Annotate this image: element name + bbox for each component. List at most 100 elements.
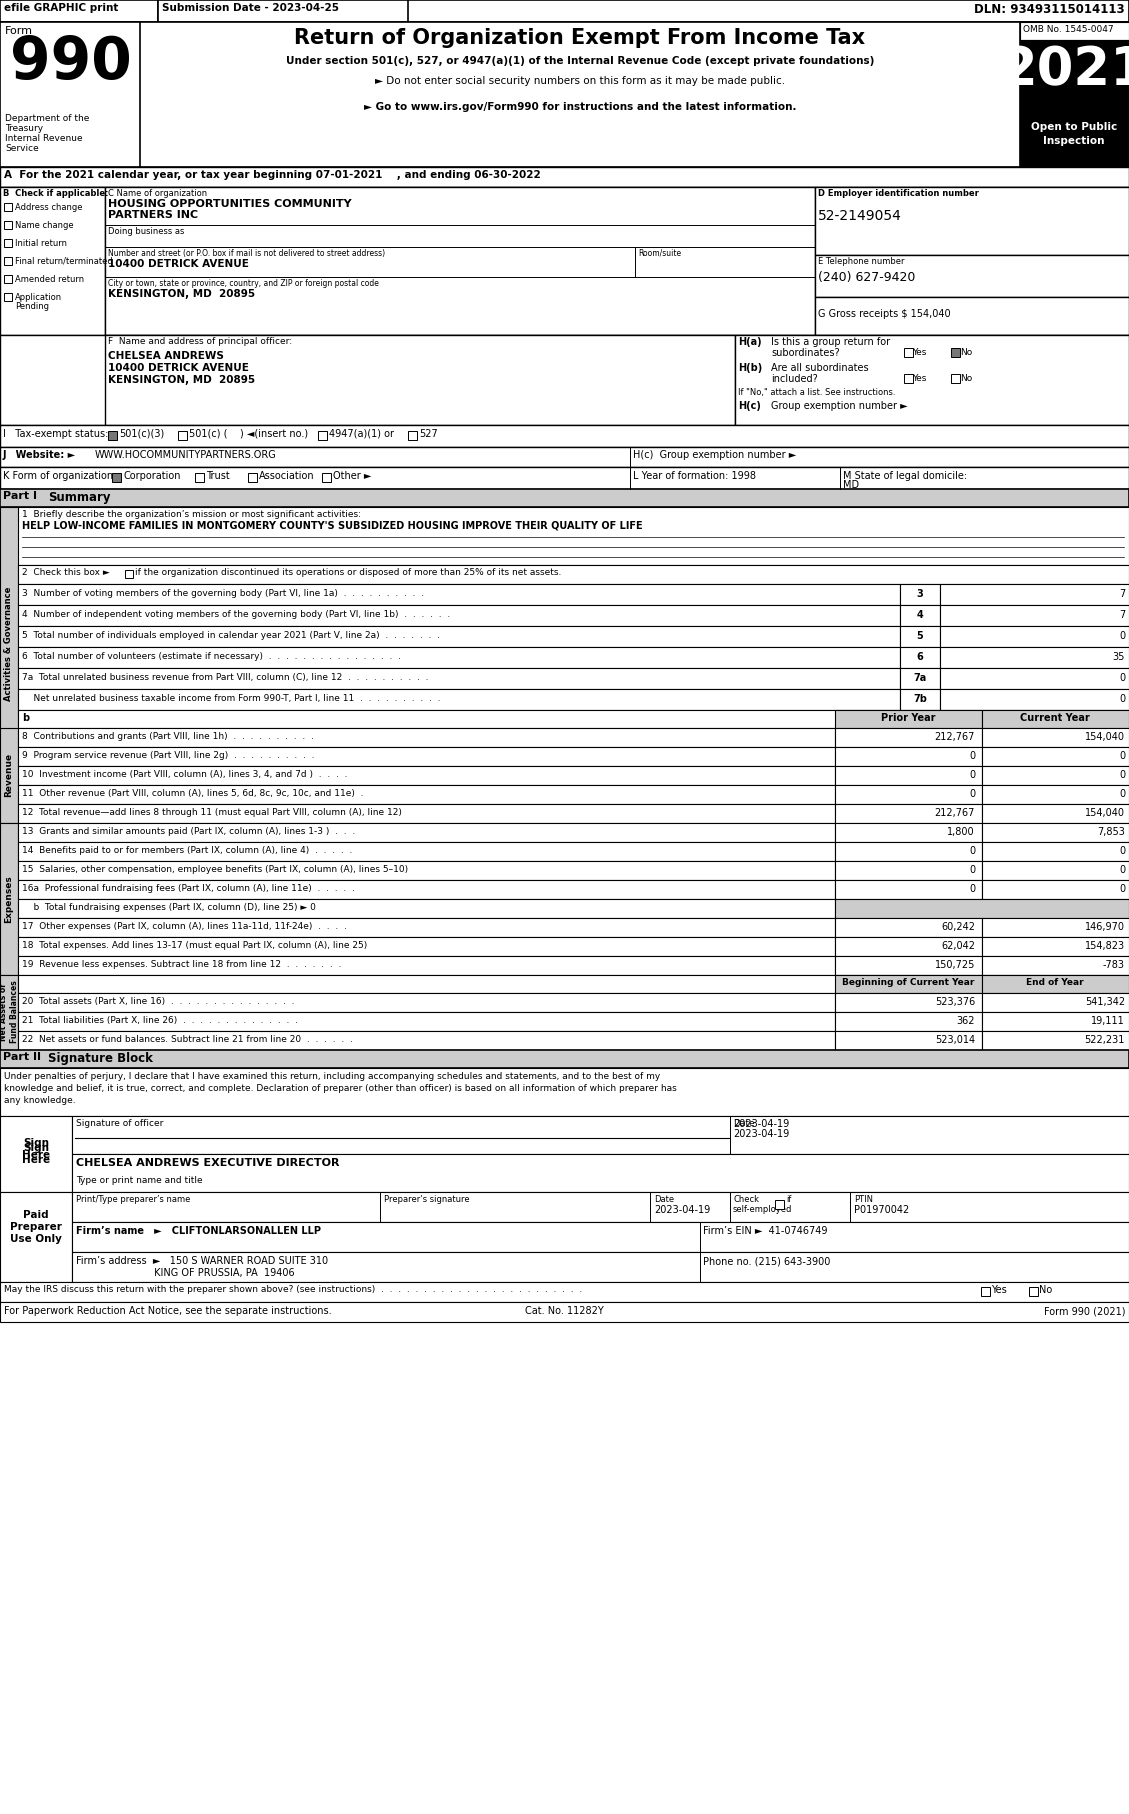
Bar xyxy=(18,668,900,689)
Text: Room/suite: Room/suite xyxy=(638,249,681,258)
Text: Date: Date xyxy=(654,1195,674,1204)
Bar xyxy=(18,747,835,766)
Text: CHELSEA ANDREWS EXECUTIVE DIRECTOR: CHELSEA ANDREWS EXECUTIVE DIRECTOR xyxy=(76,1157,340,1168)
Text: 2023-04-19: 2023-04-19 xyxy=(733,1119,789,1128)
Text: L Year of formation: 1998: L Year of formation: 1998 xyxy=(633,472,756,481)
Bar xyxy=(982,1012,1129,1030)
Text: H(b): H(b) xyxy=(738,363,762,374)
Bar xyxy=(0,974,18,1050)
Text: PTIN: PTIN xyxy=(854,1195,873,1204)
Text: 7,853: 7,853 xyxy=(1097,827,1124,836)
Text: ► Do not enter social security numbers on this form as it may be made public.: ► Do not enter social security numbers o… xyxy=(375,76,785,85)
Bar xyxy=(18,709,1129,727)
Text: OMB No. 1545-0047: OMB No. 1545-0047 xyxy=(1023,25,1113,34)
Text: 14  Benefits paid to or for members (Part IX, column (A), line 4)  .  .  .  .  .: 14 Benefits paid to or for members (Part… xyxy=(21,845,352,854)
Bar xyxy=(835,842,982,862)
Text: 0: 0 xyxy=(1119,789,1124,798)
Text: Summary: Summary xyxy=(49,492,111,504)
Bar xyxy=(904,348,913,357)
Text: efile GRAPHIC print: efile GRAPHIC print xyxy=(5,4,119,13)
Bar xyxy=(774,1201,784,1208)
Text: If "No," attach a list. See instructions.: If "No," attach a list. See instructions… xyxy=(738,388,895,397)
Bar xyxy=(835,747,982,766)
Bar xyxy=(0,22,1129,167)
Text: 20  Total assets (Part X, line 16)  .  .  .  .  .  .  .  .  .  .  .  .  .  .  .: 20 Total assets (Part X, line 16) . . . … xyxy=(21,998,295,1007)
Bar xyxy=(835,1030,982,1050)
Text: No: No xyxy=(960,348,972,357)
Bar xyxy=(900,689,940,709)
Text: if the organization discontinued its operations or disposed of more than 25% of : if the organization discontinued its ope… xyxy=(135,568,561,577)
Bar xyxy=(982,974,1129,992)
Text: 8  Contributions and grants (Part VIII, line 1h)  .  .  .  .  .  .  .  .  .  .: 8 Contributions and grants (Part VIII, l… xyxy=(21,733,314,740)
Bar xyxy=(900,668,940,689)
Text: Other ►: Other ► xyxy=(333,472,371,481)
Text: CHELSEA ANDREWS: CHELSEA ANDREWS xyxy=(108,350,224,361)
Bar xyxy=(18,689,900,709)
Text: b: b xyxy=(21,713,29,724)
Bar xyxy=(0,1192,72,1282)
Text: Treasury: Treasury xyxy=(5,123,43,132)
Text: Beginning of Current Year: Beginning of Current Year xyxy=(842,978,974,987)
Text: -783: -783 xyxy=(1103,960,1124,970)
Text: HELP LOW-INCOME FAMILIES IN MONTGOMERY COUNTY'S SUBSIDIZED HOUSING IMPROVE THEIR: HELP LOW-INCOME FAMILIES IN MONTGOMERY C… xyxy=(21,521,642,532)
Bar xyxy=(835,1012,982,1030)
Text: self-employed: self-employed xyxy=(733,1204,793,1214)
Bar xyxy=(1019,22,1129,167)
Text: Yes: Yes xyxy=(912,374,927,383)
Text: 154,823: 154,823 xyxy=(1085,941,1124,951)
Text: 527: 527 xyxy=(419,428,438,439)
Text: HOUSING OPPORTUNITIES COMMUNITY: HOUSING OPPORTUNITIES COMMUNITY xyxy=(108,200,351,209)
Bar xyxy=(835,709,982,727)
Text: 0: 0 xyxy=(1119,845,1124,856)
Text: 0: 0 xyxy=(1119,673,1124,684)
Text: Preparer: Preparer xyxy=(10,1223,62,1232)
Text: 0: 0 xyxy=(969,769,975,780)
Text: 990: 990 xyxy=(10,34,132,91)
Text: Type or print name and title: Type or print name and title xyxy=(76,1175,202,1185)
Bar xyxy=(904,374,913,383)
Bar xyxy=(0,1302,1129,1322)
Text: KING OF PRUSSIA, PA  19406: KING OF PRUSSIA, PA 19406 xyxy=(76,1268,295,1279)
Text: 3  Number of voting members of the governing body (Part VI, line 1a)  .  .  .  .: 3 Number of voting members of the govern… xyxy=(21,590,425,599)
Bar xyxy=(940,648,1129,668)
Text: Form: Form xyxy=(5,25,33,36)
Bar xyxy=(940,584,1129,606)
Bar xyxy=(982,747,1129,766)
Bar xyxy=(835,992,982,1012)
Text: Final return/terminated: Final return/terminated xyxy=(15,258,113,267)
Text: Application: Application xyxy=(15,294,62,301)
Bar xyxy=(18,900,835,918)
Bar xyxy=(5,203,12,210)
Bar xyxy=(735,336,1129,424)
Bar xyxy=(18,626,900,648)
Text: Paid: Paid xyxy=(24,1210,49,1221)
Text: G Gross receipts $ 154,040: G Gross receipts $ 154,040 xyxy=(819,308,951,319)
Bar xyxy=(0,0,1129,22)
Bar xyxy=(982,862,1129,880)
Text: Use Only: Use Only xyxy=(10,1234,62,1244)
Bar xyxy=(835,880,982,900)
Bar xyxy=(0,336,1129,424)
Bar xyxy=(18,938,835,956)
Bar xyxy=(72,1223,1129,1252)
Text: 60,242: 60,242 xyxy=(940,922,975,932)
Text: Sign
Here: Sign Here xyxy=(21,1143,50,1165)
Text: Sign
Here: Sign Here xyxy=(21,1137,50,1159)
Bar xyxy=(18,956,835,974)
Bar xyxy=(18,648,900,668)
Text: No: No xyxy=(1039,1284,1052,1295)
Text: 7: 7 xyxy=(1119,610,1124,620)
Bar xyxy=(105,336,735,424)
Text: Address change: Address change xyxy=(15,203,82,212)
Text: Group exemption number ►: Group exemption number ► xyxy=(771,401,908,412)
Text: ► Go to www.irs.gov/Form990 for instructions and the latest information.: ► Go to www.irs.gov/Form990 for instruct… xyxy=(364,102,796,112)
Bar xyxy=(0,167,1129,187)
Bar xyxy=(18,842,835,862)
Text: any knowledge.: any knowledge. xyxy=(5,1096,76,1105)
Text: Department of the: Department of the xyxy=(5,114,89,123)
Bar xyxy=(72,1116,1129,1154)
Bar xyxy=(18,1030,835,1050)
Bar xyxy=(835,727,982,747)
Bar xyxy=(5,276,12,283)
Text: 541,342: 541,342 xyxy=(1085,998,1124,1007)
